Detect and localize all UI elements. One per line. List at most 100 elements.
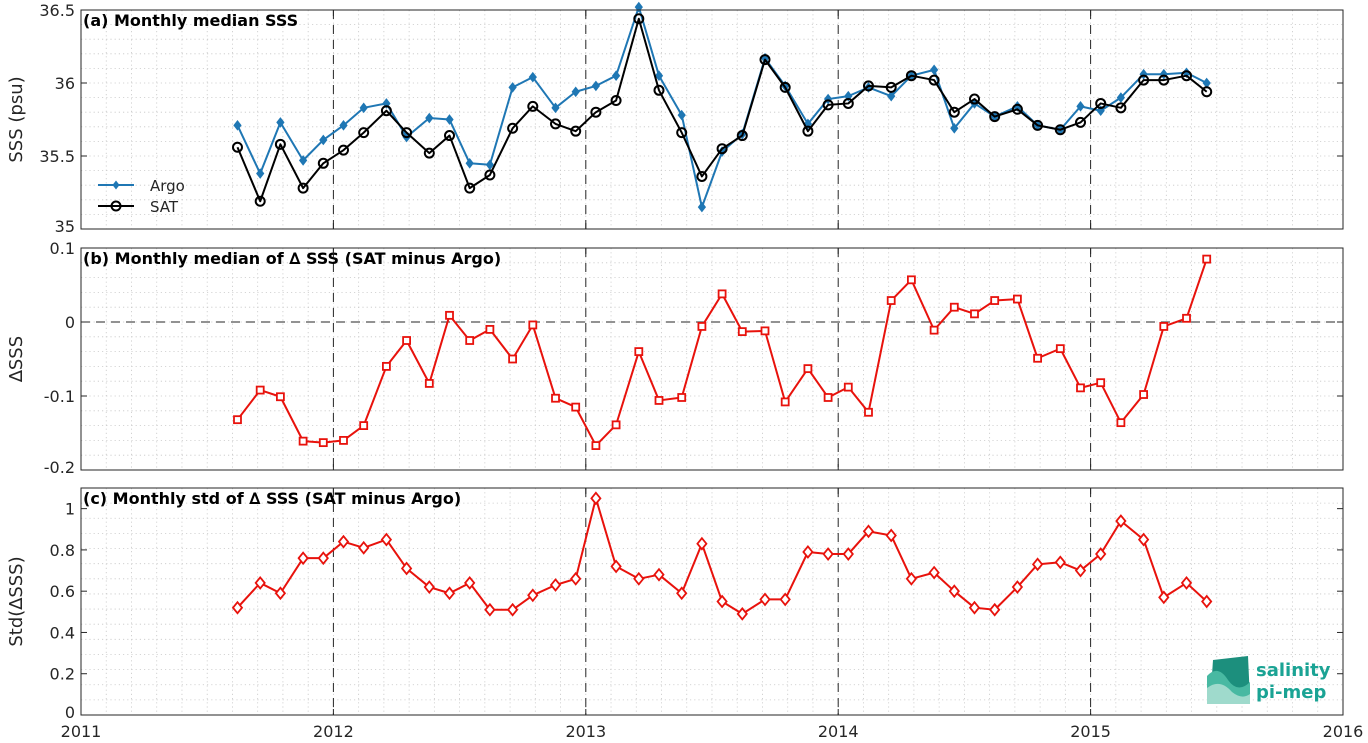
panel-c-x-ticks: 2011 2012 2013 2014 2015 2016 bbox=[61, 722, 1364, 741]
std-point bbox=[696, 536, 708, 551]
argo-point bbox=[697, 201, 707, 213]
panel-a-y-label: SSS (psu) bbox=[6, 76, 27, 162]
delta-point bbox=[591, 441, 601, 450]
sat-point bbox=[1115, 102, 1127, 114]
delta-point bbox=[823, 393, 833, 402]
x-tick-label: 2011 bbox=[61, 722, 102, 741]
delta-point bbox=[445, 310, 454, 320]
sat-point bbox=[297, 182, 309, 194]
y-tick-label: 0.6 bbox=[50, 582, 75, 601]
std-point bbox=[297, 551, 309, 566]
std-point bbox=[358, 540, 370, 555]
sat-point bbox=[1054, 124, 1066, 136]
panel-c-series bbox=[231, 491, 1213, 621]
panel-c-grid bbox=[80, 487, 1344, 716]
logo-wave-icon bbox=[1207, 656, 1250, 704]
std-point bbox=[759, 592, 771, 607]
argo-point bbox=[298, 155, 308, 166]
sat-point bbox=[590, 106, 602, 118]
sat-point bbox=[254, 195, 266, 207]
argo-point bbox=[425, 112, 434, 124]
delta-point bbox=[949, 302, 959, 312]
delta-point bbox=[465, 336, 475, 345]
sat-point bbox=[842, 97, 854, 109]
x-tick-label: 2014 bbox=[818, 722, 859, 741]
delta-point bbox=[1013, 294, 1022, 304]
panel-a-grid bbox=[80, 9, 1344, 230]
delta-point bbox=[339, 435, 348, 445]
x-tick-label: 2012 bbox=[313, 722, 354, 741]
salinity-pimep-logo: salinity pi-mep bbox=[1207, 656, 1331, 704]
sat-point bbox=[716, 143, 728, 155]
delta-point bbox=[677, 393, 687, 402]
delta-point bbox=[929, 325, 939, 335]
sat-point bbox=[337, 144, 349, 156]
delta-point bbox=[255, 385, 265, 395]
sat-point bbox=[822, 99, 834, 111]
sat-point bbox=[610, 95, 622, 107]
legend-argo-marker bbox=[112, 180, 120, 190]
std-point bbox=[862, 524, 875, 539]
panel-a-series bbox=[231, 1, 1213, 213]
std-point bbox=[885, 528, 897, 543]
delta-point bbox=[275, 392, 285, 402]
delta-point bbox=[485, 324, 495, 334]
y-tick-label: 36 bbox=[55, 74, 75, 93]
panel-b-y-ticks: -0.2 -0.1 0 0.1 bbox=[44, 239, 1343, 477]
logo-line2: pi-mep bbox=[1256, 682, 1326, 703]
sat-point bbox=[1158, 74, 1170, 86]
std-point bbox=[1137, 532, 1150, 547]
std-point bbox=[254, 576, 266, 590]
panel-a-y-ticks: 35 35.5 36 36.5 bbox=[39, 1, 1343, 236]
sat-point bbox=[231, 141, 243, 153]
std-point bbox=[484, 602, 496, 617]
argo-point bbox=[571, 86, 580, 98]
sat-point bbox=[696, 170, 708, 182]
argo-point bbox=[359, 102, 368, 114]
sat-point bbox=[423, 147, 435, 159]
y-tick-label: 36.5 bbox=[39, 1, 75, 20]
delta-point bbox=[528, 320, 538, 330]
sat-point bbox=[989, 111, 1001, 123]
delta-point bbox=[780, 397, 790, 407]
y-tick-label: 0 bbox=[65, 703, 75, 722]
panel-b-frame bbox=[80, 247, 1344, 471]
std-point bbox=[633, 571, 645, 586]
panel-c-y-ticks: 0 0.2 0.4 0.6 0.8 1 bbox=[50, 500, 1343, 722]
delta-point bbox=[1202, 254, 1212, 264]
panel-b-y-label: ∆SSS bbox=[6, 336, 27, 383]
delta-point bbox=[318, 438, 328, 448]
argo-point bbox=[591, 80, 601, 92]
delta-point bbox=[1116, 418, 1126, 428]
sat-point bbox=[759, 54, 771, 66]
panel-b-title: (b) Monthly median of ∆ SSS (SAT minus A… bbox=[83, 249, 501, 268]
std-point bbox=[736, 606, 748, 621]
delta-point bbox=[1182, 313, 1191, 323]
std-point bbox=[527, 588, 539, 603]
delta-point bbox=[843, 382, 853, 392]
std-point bbox=[1158, 590, 1170, 605]
sat-point bbox=[570, 125, 582, 137]
sat-point bbox=[779, 81, 791, 93]
y-tick-label: -0.2 bbox=[44, 458, 75, 477]
sat-point bbox=[1138, 74, 1150, 86]
panel-b-series bbox=[233, 254, 1212, 450]
delta-point bbox=[886, 296, 896, 305]
sat-point bbox=[862, 80, 874, 92]
x-tick-label: 2015 bbox=[1070, 722, 1111, 741]
y-tick-label: 0.4 bbox=[50, 623, 75, 642]
delta-point bbox=[382, 361, 391, 371]
std-point bbox=[676, 586, 688, 601]
sat-point bbox=[484, 169, 496, 181]
std-point bbox=[948, 584, 960, 599]
delta-point bbox=[990, 296, 1000, 305]
sat-point bbox=[905, 70, 917, 82]
delta-point bbox=[1033, 353, 1042, 363]
sat-point bbox=[948, 106, 960, 118]
y-tick-label: 1 bbox=[65, 500, 75, 519]
argo-point bbox=[319, 134, 328, 146]
argo-point bbox=[339, 120, 348, 131]
std-point bbox=[590, 491, 602, 506]
delta-point bbox=[611, 420, 621, 430]
